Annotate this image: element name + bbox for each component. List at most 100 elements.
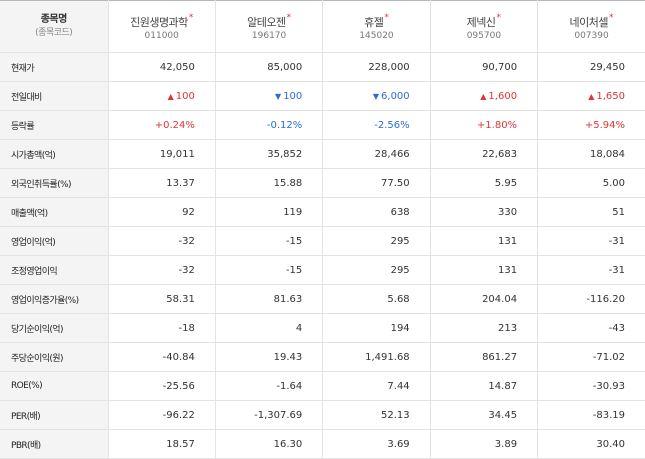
value-cell: ▲ 1,600: [430, 81, 539, 111]
star-marker-icon: *: [496, 12, 502, 23]
stock-name-link[interactable]: 진원생명과학: [130, 16, 188, 29]
cell-value: 22,683: [482, 148, 518, 160]
stock-name-link[interactable]: 알테오젠: [247, 16, 286, 29]
table-row: 주당순이익(원) -40.84 19.43 1,491.68 861.27 -71.02: [0, 342, 645, 372]
cell-value: 52.13: [381, 409, 410, 421]
value-cell: 19.43: [215, 342, 324, 372]
table-row: PBR(배) 18.57 16.30 3.69 3.89 30.40: [0, 429, 645, 459]
value-cell: 204.04: [430, 284, 539, 314]
value-cell: 85,000: [215, 52, 324, 82]
value-cell: ▲ 1,650: [537, 81, 645, 111]
value-cell: -40.84: [108, 342, 216, 372]
value-cell: 18.57: [108, 429, 216, 459]
value-cell: -32: [108, 255, 216, 285]
cell-value: 51: [612, 206, 625, 218]
cell-value: 5.68: [387, 293, 410, 305]
value-cell: 34.45: [430, 400, 539, 430]
stock-code: 007390: [574, 31, 609, 41]
table-body: 현재가 42,050 85,000 228,000 90,700 29,450 전일대비 ▲ 1…: [0, 52, 645, 459]
table-row: 외국인취득률(%) 13.37 15.88 77.50 5.95 5.00: [0, 168, 645, 198]
table-row: 영업이익(억) -32 -15 295 131 -31: [0, 226, 645, 256]
table-row: 매출액(억) 92 119 638 330 51: [0, 197, 645, 227]
value-cell: +0.24%: [108, 110, 216, 140]
value-cell: 18,084: [537, 139, 645, 169]
cell-value: -30.93: [592, 380, 625, 392]
cell-value: 1,491.68: [365, 351, 410, 363]
row-label: 매출액(억): [0, 197, 109, 227]
cell-value: 3.69: [387, 438, 410, 450]
row-label: 시가총액(억): [0, 139, 109, 169]
cell-value: -116.20: [586, 293, 625, 305]
value-cell: 19,011: [108, 139, 216, 169]
cell-value: 5.95: [494, 177, 518, 189]
value-cell: 7.44: [322, 371, 431, 401]
value-cell: 5.00: [537, 168, 645, 198]
corner-header: 종목명 (종목코드): [0, 0, 109, 53]
stock-name-link[interactable]: 네이처셀: [569, 16, 609, 29]
value-cell: ▼ 100: [215, 81, 324, 111]
table-row: 현재가 42,050 85,000 228,000 90,700 29,450: [0, 52, 645, 82]
cell-value: 90,700: [482, 61, 518, 73]
stock-header: 진원생명과학* 011000: [108, 0, 216, 53]
cell-value: 295: [390, 235, 410, 247]
value-cell: 131: [430, 226, 539, 256]
cell-value: 81.63: [273, 293, 303, 305]
value-cell: 14.87: [430, 371, 539, 401]
row-label: 영업이익(억): [0, 226, 109, 256]
cell-value: 19,011: [159, 148, 195, 160]
cell-value: 58.31: [166, 293, 195, 305]
cell-value: -31: [608, 264, 625, 276]
value-cell: 3.69: [322, 429, 431, 459]
value-cell: -96.22: [108, 400, 216, 430]
value-cell: -0.12%: [215, 110, 324, 140]
stock-code: 145020: [359, 31, 394, 41]
cell-value: -32: [178, 235, 195, 247]
cell-value: 77.50: [381, 177, 410, 189]
cell-value: 19.43: [273, 351, 303, 363]
value-cell: 92: [108, 197, 216, 227]
cell-value: -83.19: [592, 409, 625, 421]
cell-value: -15: [285, 264, 303, 276]
stock-code: 011000: [144, 31, 179, 41]
cell-value: 42,050: [159, 61, 195, 73]
cell-value: 6,000: [381, 90, 410, 102]
table-row: 시가총액(억) 19,011 35,852 28,466 22,683 18,084: [0, 139, 645, 169]
stock-name-link[interactable]: 제넥신: [466, 16, 496, 29]
value-cell: 77.50: [322, 168, 431, 198]
value-cell: -31: [537, 255, 645, 285]
star-marker-icon: *: [384, 12, 389, 23]
cell-value: -31: [608, 235, 625, 247]
cell-value: 330: [497, 206, 518, 218]
stock-header: 네이처셀* 007390: [537, 0, 645, 53]
stock-code: 196170: [251, 31, 287, 41]
value-cell: 3.89: [430, 429, 539, 459]
cell-value: 18.57: [166, 438, 195, 450]
value-cell: ▲ 100: [108, 81, 216, 111]
cell-value: 228,000: [368, 61, 410, 73]
cell-value: -18: [178, 322, 195, 334]
stock-header: 제넥신* 095700: [430, 0, 539, 53]
row-label: 외국인취득률(%): [0, 168, 109, 198]
cell-value: -43: [608, 322, 625, 334]
value-cell: 90,700: [430, 52, 539, 82]
cell-value: 100: [175, 90, 195, 102]
value-cell: -1.64: [215, 371, 324, 401]
cell-value: 100: [283, 90, 303, 102]
cell-value: -96.22: [162, 409, 195, 421]
value-cell: -43: [537, 313, 645, 343]
value-cell: 51: [537, 197, 645, 227]
triangle-up-icon: ▲: [588, 91, 595, 101]
cell-value: 213: [497, 322, 518, 334]
cell-value: 638: [390, 206, 410, 218]
value-cell: 295: [322, 255, 431, 285]
value-cell: -18: [108, 313, 216, 343]
value-cell: 30.40: [537, 429, 645, 459]
value-cell: 35,852: [215, 139, 324, 169]
value-cell: 52.13: [322, 400, 431, 430]
value-cell: -15: [215, 226, 324, 256]
cell-value: 35,852: [267, 148, 303, 160]
row-label: 현재가: [0, 52, 109, 82]
triangle-down-icon: ▼: [275, 91, 282, 101]
stock-name-link[interactable]: 휴젤: [364, 16, 384, 29]
